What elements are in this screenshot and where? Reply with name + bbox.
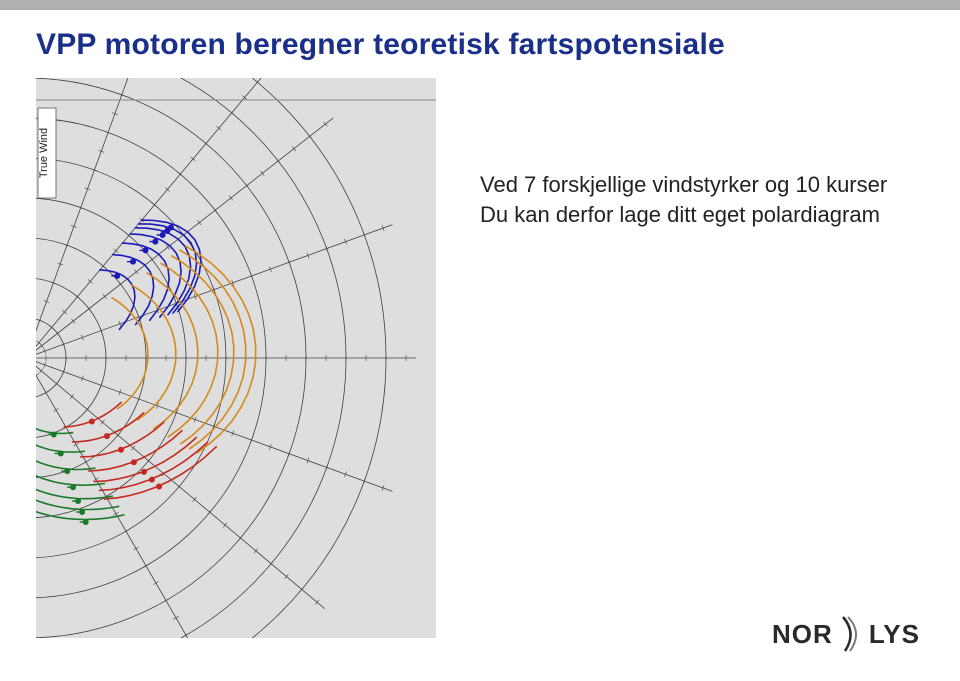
body-text: Ved 7 forskjellige vindstyrker og 10 kur…: [480, 170, 900, 229]
body-line-1: Ved 7 forskjellige vindstyrker og 10 kur…: [480, 170, 900, 200]
logo-right: LYS: [869, 619, 920, 650]
top-bar: [0, 0, 960, 10]
logo: NOR LYS: [772, 615, 920, 653]
polar-diagram: 10°20°30°40°True Wind: [36, 78, 436, 638]
body-line-2: Du kan derfor lage ditt eget polardiagra…: [480, 200, 900, 230]
svg-text:True Wind: True Wind: [38, 128, 50, 178]
logo-arc-icon: [837, 615, 865, 653]
page-title: VPP motoren beregner teoretisk fartspote…: [36, 28, 725, 62]
logo-left: NOR: [772, 619, 833, 650]
